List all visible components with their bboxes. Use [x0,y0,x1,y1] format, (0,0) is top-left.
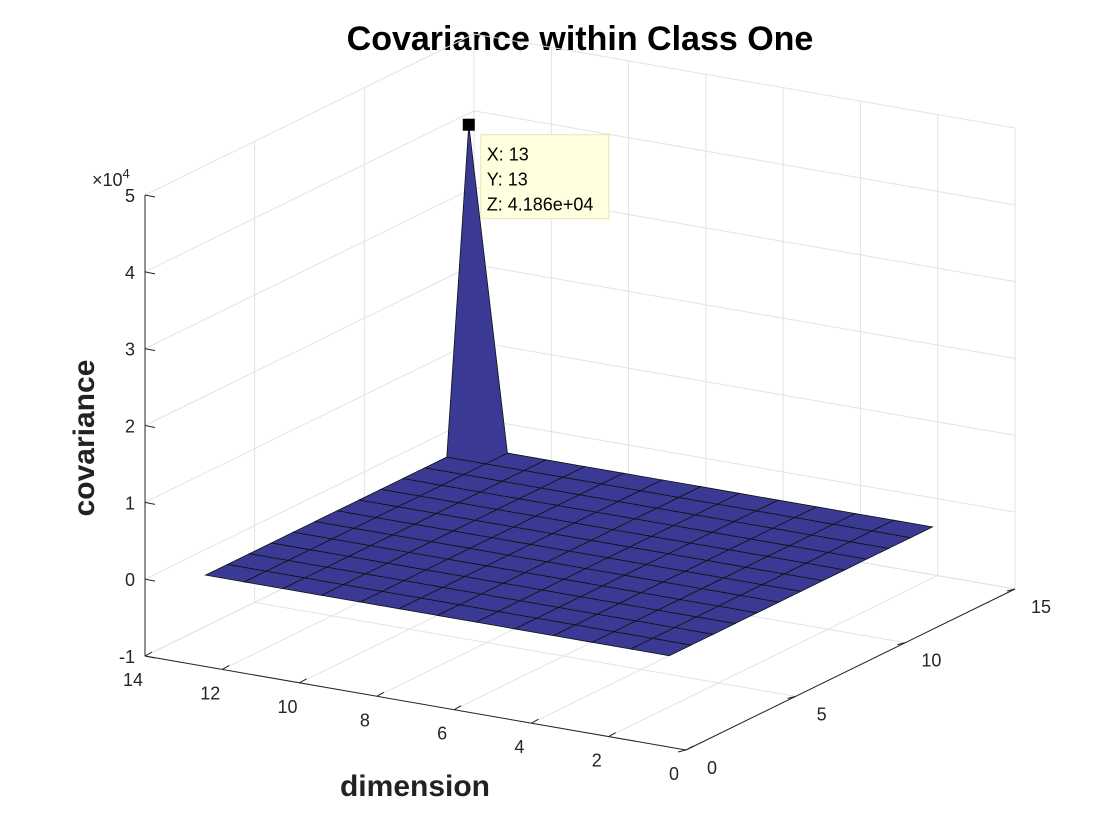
z-tick-mark [144,655,156,659]
grid-line-floor-x [608,575,938,738]
grid-line-wall-z-side [144,340,475,503]
y-axis-line [685,588,1016,751]
surface-mesh [204,124,934,657]
datatip[interactable]: X: 13 Y: 13 Z: 4.186e+04 [462,118,610,220]
z-exponent-label: ×104 [92,166,130,190]
z-tick-label: -1 [119,647,135,667]
x-axis-line [144,655,687,751]
y-tick-label: 0 [707,758,717,778]
x-tick-label: 4 [514,737,524,757]
y-tick-mark [897,642,906,646]
z-tick-label: 4 [125,263,135,283]
grid-line-wall-z-back [473,417,1016,513]
grid-line-wall-z-side [144,417,475,580]
y-tick-mark [1006,588,1016,592]
y-tick-mark [787,695,796,699]
x-tick-label: 0 [669,764,679,784]
x-tick-label: 2 [592,751,602,771]
datatip-z: Z: 4.186e+04 [487,195,594,215]
chart-title: Covariance within Class One [347,20,814,58]
datatip-marker[interactable] [462,118,475,131]
datatip-y: Y: 13 [487,170,528,190]
x-tick-mark [453,705,462,711]
grid-line-wall-z-back [473,33,1016,129]
z-tick-mark [144,578,156,582]
x-tick-mark [376,691,385,697]
x-tick-mark [685,745,694,751]
z-tick-mark [144,425,156,428]
axes [144,194,1016,753]
z-tick-mark [144,194,156,198]
x-tick-mark [531,718,539,724]
z-tick-mark [144,501,156,505]
y-tick-mark [677,749,687,753]
grid-line-wall-z-back [473,264,1016,359]
grid-line-floor-y [254,601,796,697]
x-tick-mark [299,678,307,684]
y-tick-label: 5 [817,704,827,724]
grid-line-wall-z-side [144,33,475,196]
x-tick-label: 10 [278,697,298,717]
z-axis-label: covariance [68,360,101,517]
x-axis-label: dimension [340,770,490,803]
x-tick-label: 14 [123,670,143,690]
z-tick-label: 0 [125,570,135,590]
z-tick-mark [144,271,156,275]
x-tick-mark [144,651,153,657]
z-tick-label: 2 [125,417,135,437]
y-tick-label: 15 [1031,597,1051,617]
grid-line-wall-z-back [473,110,1016,206]
datatip-box [480,134,610,220]
y-tick-label: 10 [921,651,941,671]
z-tick-label: 5 [125,186,135,206]
x-tick-label: 12 [200,683,220,703]
grid-line-wall-z-side [144,264,475,426]
z-tick-label: 1 [125,493,135,513]
z-tick-mark [144,348,156,352]
grid-line-wall-z-side [144,110,475,273]
z-tick-label: 3 [125,340,135,360]
grid-line-wall-z-side [144,187,475,350]
x-tick-label: 8 [360,710,370,730]
datatip-x: X: 13 [487,145,529,165]
x-tick-mark [222,664,230,670]
x-tick-label: 6 [437,724,447,744]
grid-line-wall-z-back [473,340,1016,436]
x-tick-mark [608,732,616,738]
